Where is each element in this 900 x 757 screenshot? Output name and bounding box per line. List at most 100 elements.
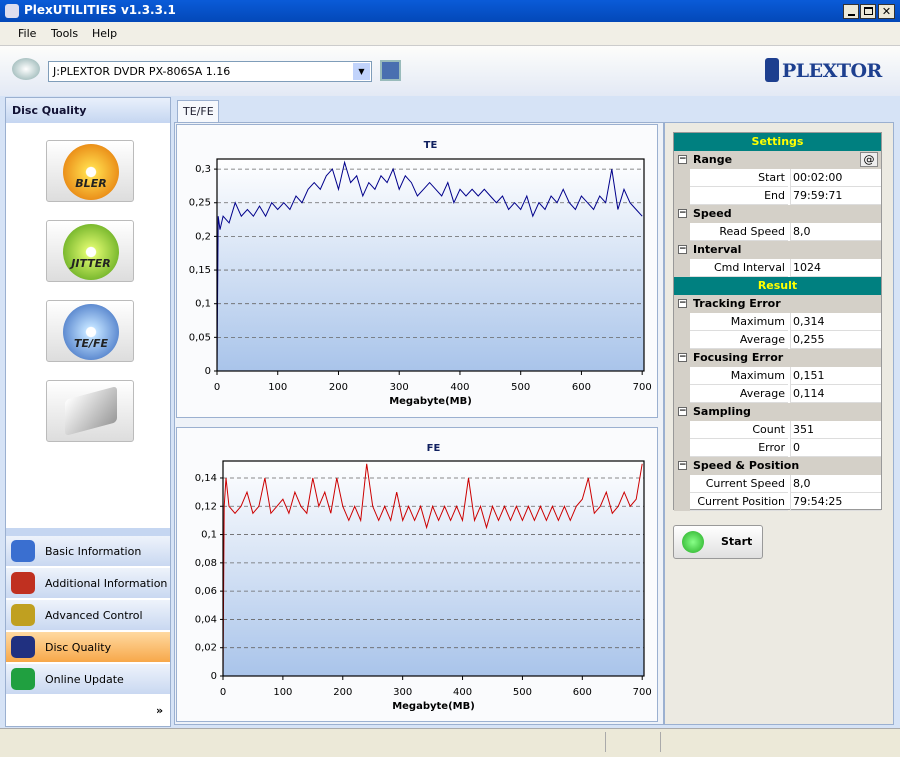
row-label: End bbox=[690, 187, 788, 205]
y-tick-label: 0,2 bbox=[195, 231, 211, 242]
y-tick-label: 0,12 bbox=[195, 501, 217, 512]
x-axis-label: Megabyte(MB) bbox=[392, 701, 475, 712]
group-name: Sampling bbox=[693, 405, 751, 418]
x-tick-label: 100 bbox=[273, 687, 292, 698]
title-bar: PlexUTILITIES v1.3.3.1 ✕ bbox=[0, 0, 900, 22]
drive-icon bbox=[12, 58, 40, 80]
nav-label: Online Update bbox=[45, 673, 124, 686]
drive-tool-button[interactable] bbox=[46, 380, 134, 442]
row-label: Count bbox=[690, 421, 788, 439]
close-button[interactable]: ✕ bbox=[878, 4, 895, 19]
row-value: 8,0 bbox=[790, 223, 881, 241]
nav-item[interactable]: Disc Quality bbox=[6, 632, 170, 663]
section-header: Result bbox=[674, 277, 881, 295]
tool-label: TE/FE bbox=[73, 337, 109, 350]
row-value: 1024 bbox=[790, 259, 881, 277]
row-label: Read Speed bbox=[690, 223, 788, 241]
nav-item[interactable]: Online Update bbox=[6, 664, 170, 695]
row-gutter bbox=[674, 367, 690, 385]
row-gutter bbox=[674, 421, 690, 439]
y-tick-label: 0,08 bbox=[195, 558, 217, 569]
x-tick-label: 500 bbox=[513, 687, 532, 698]
status-divider bbox=[660, 732, 661, 752]
chart-title: TE bbox=[424, 140, 438, 151]
menu-item[interactable]: File bbox=[18, 27, 37, 40]
drive-text: J:PLEXTOR DVDR PX-806SA 1.16 bbox=[53, 65, 231, 78]
more-button[interactable]: » bbox=[156, 704, 164, 717]
chart: FE 0 0,02 0,04 0,06 0,08 0,1 0,12 0,14 0 100 200 300… bbox=[176, 427, 658, 722]
tool-button[interactable]: TE/FE bbox=[46, 300, 134, 362]
group-header[interactable]: − Interval bbox=[674, 241, 881, 259]
group-header[interactable]: − Focusing Error bbox=[674, 349, 881, 367]
save-button[interactable] bbox=[380, 60, 401, 81]
data-line bbox=[216, 160, 643, 372]
group-header[interactable]: − Speed & Position bbox=[674, 457, 881, 475]
row-gutter bbox=[674, 259, 690, 277]
nav-item[interactable]: Basic Information bbox=[6, 536, 170, 567]
row-gutter bbox=[674, 331, 690, 349]
drive-select[interactable]: J:PLEXTOR DVDR PX-806SA 1.16 ▼ bbox=[48, 61, 372, 82]
group-name: Focusing Error bbox=[693, 351, 784, 364]
row-value: 0,114 bbox=[790, 385, 881, 403]
disc-icon bbox=[63, 224, 119, 280]
minimize-button[interactable] bbox=[843, 4, 859, 19]
row-value: 00:02:00 bbox=[790, 169, 881, 187]
nav-icon bbox=[11, 572, 35, 594]
x-tick-label: 100 bbox=[268, 382, 287, 393]
y-tick-label: 0,25 bbox=[189, 198, 211, 209]
collapse-box: − bbox=[678, 298, 687, 308]
row-gutter bbox=[674, 313, 690, 331]
disc-icon bbox=[63, 144, 119, 200]
group-name: Interval bbox=[693, 243, 742, 256]
x-tick-label: 500 bbox=[511, 382, 530, 393]
group-name: Tracking Error bbox=[693, 297, 781, 310]
x-tick-label: 200 bbox=[333, 687, 352, 698]
x-tick-label: 700 bbox=[633, 687, 652, 698]
nav-item[interactable]: Advanced Control bbox=[6, 600, 170, 631]
tool-button[interactable]: BLER bbox=[46, 140, 134, 202]
start-button[interactable]: Start bbox=[673, 525, 763, 559]
status-divider bbox=[605, 732, 606, 752]
group-header[interactable]: − Sampling bbox=[674, 403, 881, 421]
collapse-box: − bbox=[678, 154, 687, 164]
tab[interactable]: TE/FE bbox=[177, 100, 219, 123]
row-gutter bbox=[674, 169, 690, 187]
row-value: 79:54:25 bbox=[790, 493, 881, 511]
y-tick-label: 0,05 bbox=[189, 332, 211, 343]
group-header[interactable]: − Speed bbox=[674, 205, 881, 223]
row-value: 0,255 bbox=[790, 331, 881, 349]
toolbar: J:PLEXTOR DVDR PX-806SA 1.16 ▼ PLEXTOR bbox=[0, 46, 900, 96]
maximize-button[interactable] bbox=[860, 4, 876, 19]
group-name: Range bbox=[693, 153, 733, 166]
group-button[interactable]: @ bbox=[860, 152, 878, 167]
chart: TE 0 0,05 0,1 0,15 0,2 0,25 0,3 0 100 200 300 400 500… bbox=[176, 124, 658, 418]
group-name: Speed & Position bbox=[693, 459, 800, 472]
plot-area bbox=[217, 159, 644, 371]
y-tick-label: 0 bbox=[211, 671, 217, 682]
row-label: Average bbox=[690, 331, 788, 349]
group-header[interactable]: − Range @ bbox=[674, 151, 881, 169]
group-header[interactable]: − Tracking Error bbox=[674, 295, 881, 313]
row-gutter bbox=[674, 493, 690, 511]
row-gutter bbox=[674, 223, 690, 241]
row-gutter bbox=[674, 187, 690, 205]
row-gutter bbox=[674, 439, 690, 457]
group-name: Speed bbox=[693, 207, 732, 220]
sidebar-title: Disc Quality bbox=[6, 98, 170, 123]
tool-button[interactable]: JITTER bbox=[46, 220, 134, 282]
row-value: 351 bbox=[790, 421, 881, 439]
row-label: Average bbox=[690, 385, 788, 403]
section-header: Settings bbox=[674, 133, 881, 151]
menu-bar: File Tools Help bbox=[0, 22, 900, 46]
menu-item[interactable]: Tools bbox=[51, 27, 79, 40]
x-tick-label: 0 bbox=[214, 382, 220, 393]
nav-icon bbox=[11, 604, 35, 626]
collapse-box: − bbox=[678, 352, 687, 362]
menu-item[interactable]: Help bbox=[92, 27, 118, 40]
nav-item[interactable]: Additional Information bbox=[6, 568, 170, 599]
collapse-box: − bbox=[678, 406, 687, 416]
collapse-box: − bbox=[678, 460, 687, 470]
dropdown-arrow[interactable]: ▼ bbox=[353, 63, 370, 80]
data-line bbox=[222, 463, 643, 677]
